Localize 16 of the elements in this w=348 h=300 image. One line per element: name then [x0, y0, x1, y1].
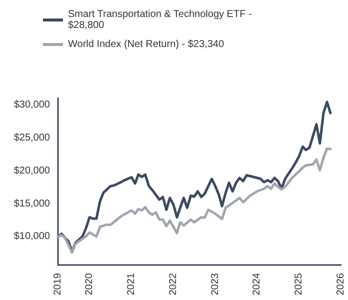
y-tick-label: $25,000	[14, 132, 50, 144]
x-tick-label: 2021	[126, 272, 138, 296]
x-tick-label: 2022	[168, 272, 179, 296]
x-tick-label: 2026	[336, 272, 346, 296]
x-tick-label: 2019	[52, 272, 64, 296]
y-tick-label: $15,000	[14, 198, 50, 210]
legend-label: Smart Transportation & Technology ETF - $28,800	[68, 9, 255, 31]
x-tick-label: 2020	[84, 272, 96, 296]
y-tick-label: $10,000	[14, 231, 50, 242]
y-tick-label: $20,000	[14, 165, 50, 176]
y-tick-label: $30,000	[14, 100, 50, 111]
legend-label: World Index (Net Return) - $23,340	[68, 39, 224, 50]
x-tick-label: 2024	[252, 272, 263, 296]
line-series	[56, 147, 332, 254]
x-tick-label: 2023	[210, 272, 221, 296]
x-tick-label: 2025	[294, 272, 305, 296]
